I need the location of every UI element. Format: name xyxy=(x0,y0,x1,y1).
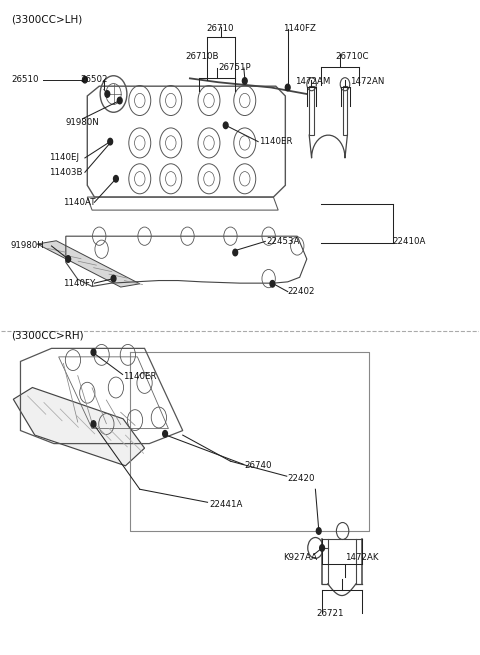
Text: 26710B: 26710B xyxy=(185,52,218,61)
Text: (3300CC>RH): (3300CC>RH) xyxy=(11,330,84,341)
Text: 26751P: 26751P xyxy=(218,64,251,73)
Text: 22420: 22420 xyxy=(288,474,315,483)
Text: 1140ER: 1140ER xyxy=(123,372,156,381)
Circle shape xyxy=(114,176,118,182)
Text: 26502: 26502 xyxy=(80,75,108,84)
Circle shape xyxy=(108,138,113,145)
Circle shape xyxy=(83,77,87,83)
Text: 26710: 26710 xyxy=(206,24,234,33)
Circle shape xyxy=(223,122,228,128)
Circle shape xyxy=(320,545,324,552)
Text: 26710C: 26710C xyxy=(336,52,369,61)
Text: 1472AM: 1472AM xyxy=(295,77,330,86)
Text: 91980N: 91980N xyxy=(66,117,99,126)
Text: 26721: 26721 xyxy=(316,608,344,618)
Polygon shape xyxy=(13,388,144,466)
Circle shape xyxy=(285,84,290,91)
Circle shape xyxy=(91,421,96,427)
Circle shape xyxy=(91,349,96,356)
Text: 1140EJ: 1140EJ xyxy=(49,153,79,162)
Text: 91980H: 91980H xyxy=(11,242,45,250)
Circle shape xyxy=(242,78,247,84)
Text: 26510: 26510 xyxy=(11,75,38,84)
Circle shape xyxy=(117,97,122,103)
Text: (3300CC>LH): (3300CC>LH) xyxy=(11,14,82,25)
Circle shape xyxy=(163,430,168,437)
Text: K927AA: K927AA xyxy=(283,553,317,561)
Text: 11403B: 11403B xyxy=(49,168,83,177)
Text: 1472AN: 1472AN xyxy=(350,77,384,86)
Text: 1140ER: 1140ER xyxy=(259,137,293,146)
Text: 22402: 22402 xyxy=(288,287,315,296)
Text: 22441A: 22441A xyxy=(209,500,242,510)
Text: 22410A: 22410A xyxy=(393,237,426,246)
Circle shape xyxy=(316,528,321,534)
Circle shape xyxy=(233,250,238,255)
Text: 1140FZ: 1140FZ xyxy=(283,24,316,33)
Text: 1140AT: 1140AT xyxy=(63,198,96,207)
Text: 26740: 26740 xyxy=(245,461,272,470)
Text: 1472AK: 1472AK xyxy=(345,553,379,561)
Circle shape xyxy=(270,280,275,287)
Circle shape xyxy=(111,275,116,282)
Text: 1140FY: 1140FY xyxy=(63,278,96,288)
Text: 22453A: 22453A xyxy=(266,237,300,246)
Circle shape xyxy=(105,91,110,97)
Polygon shape xyxy=(37,241,140,287)
Circle shape xyxy=(66,255,71,262)
